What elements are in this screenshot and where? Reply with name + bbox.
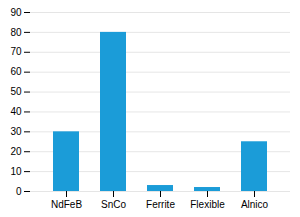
svg-text:0: 0 <box>16 186 22 197</box>
svg-text:Flexible: Flexible <box>190 199 225 210</box>
svg-text:50: 50 <box>10 86 22 97</box>
svg-text:90: 90 <box>10 7 22 18</box>
svg-text:70: 70 <box>10 46 22 57</box>
svg-text:Ferrite: Ferrite <box>146 199 175 210</box>
svg-text:Alnico: Alnico <box>241 199 269 210</box>
svg-text:60: 60 <box>10 66 22 77</box>
svg-text:80: 80 <box>10 27 22 38</box>
svg-text:40: 40 <box>10 106 22 117</box>
svg-text:10: 10 <box>10 166 22 177</box>
svg-text:NdFeB: NdFeB <box>51 199 82 210</box>
svg-text:20: 20 <box>10 146 22 157</box>
svg-text:SnCo: SnCo <box>101 199 126 210</box>
svg-text:30: 30 <box>10 126 22 137</box>
